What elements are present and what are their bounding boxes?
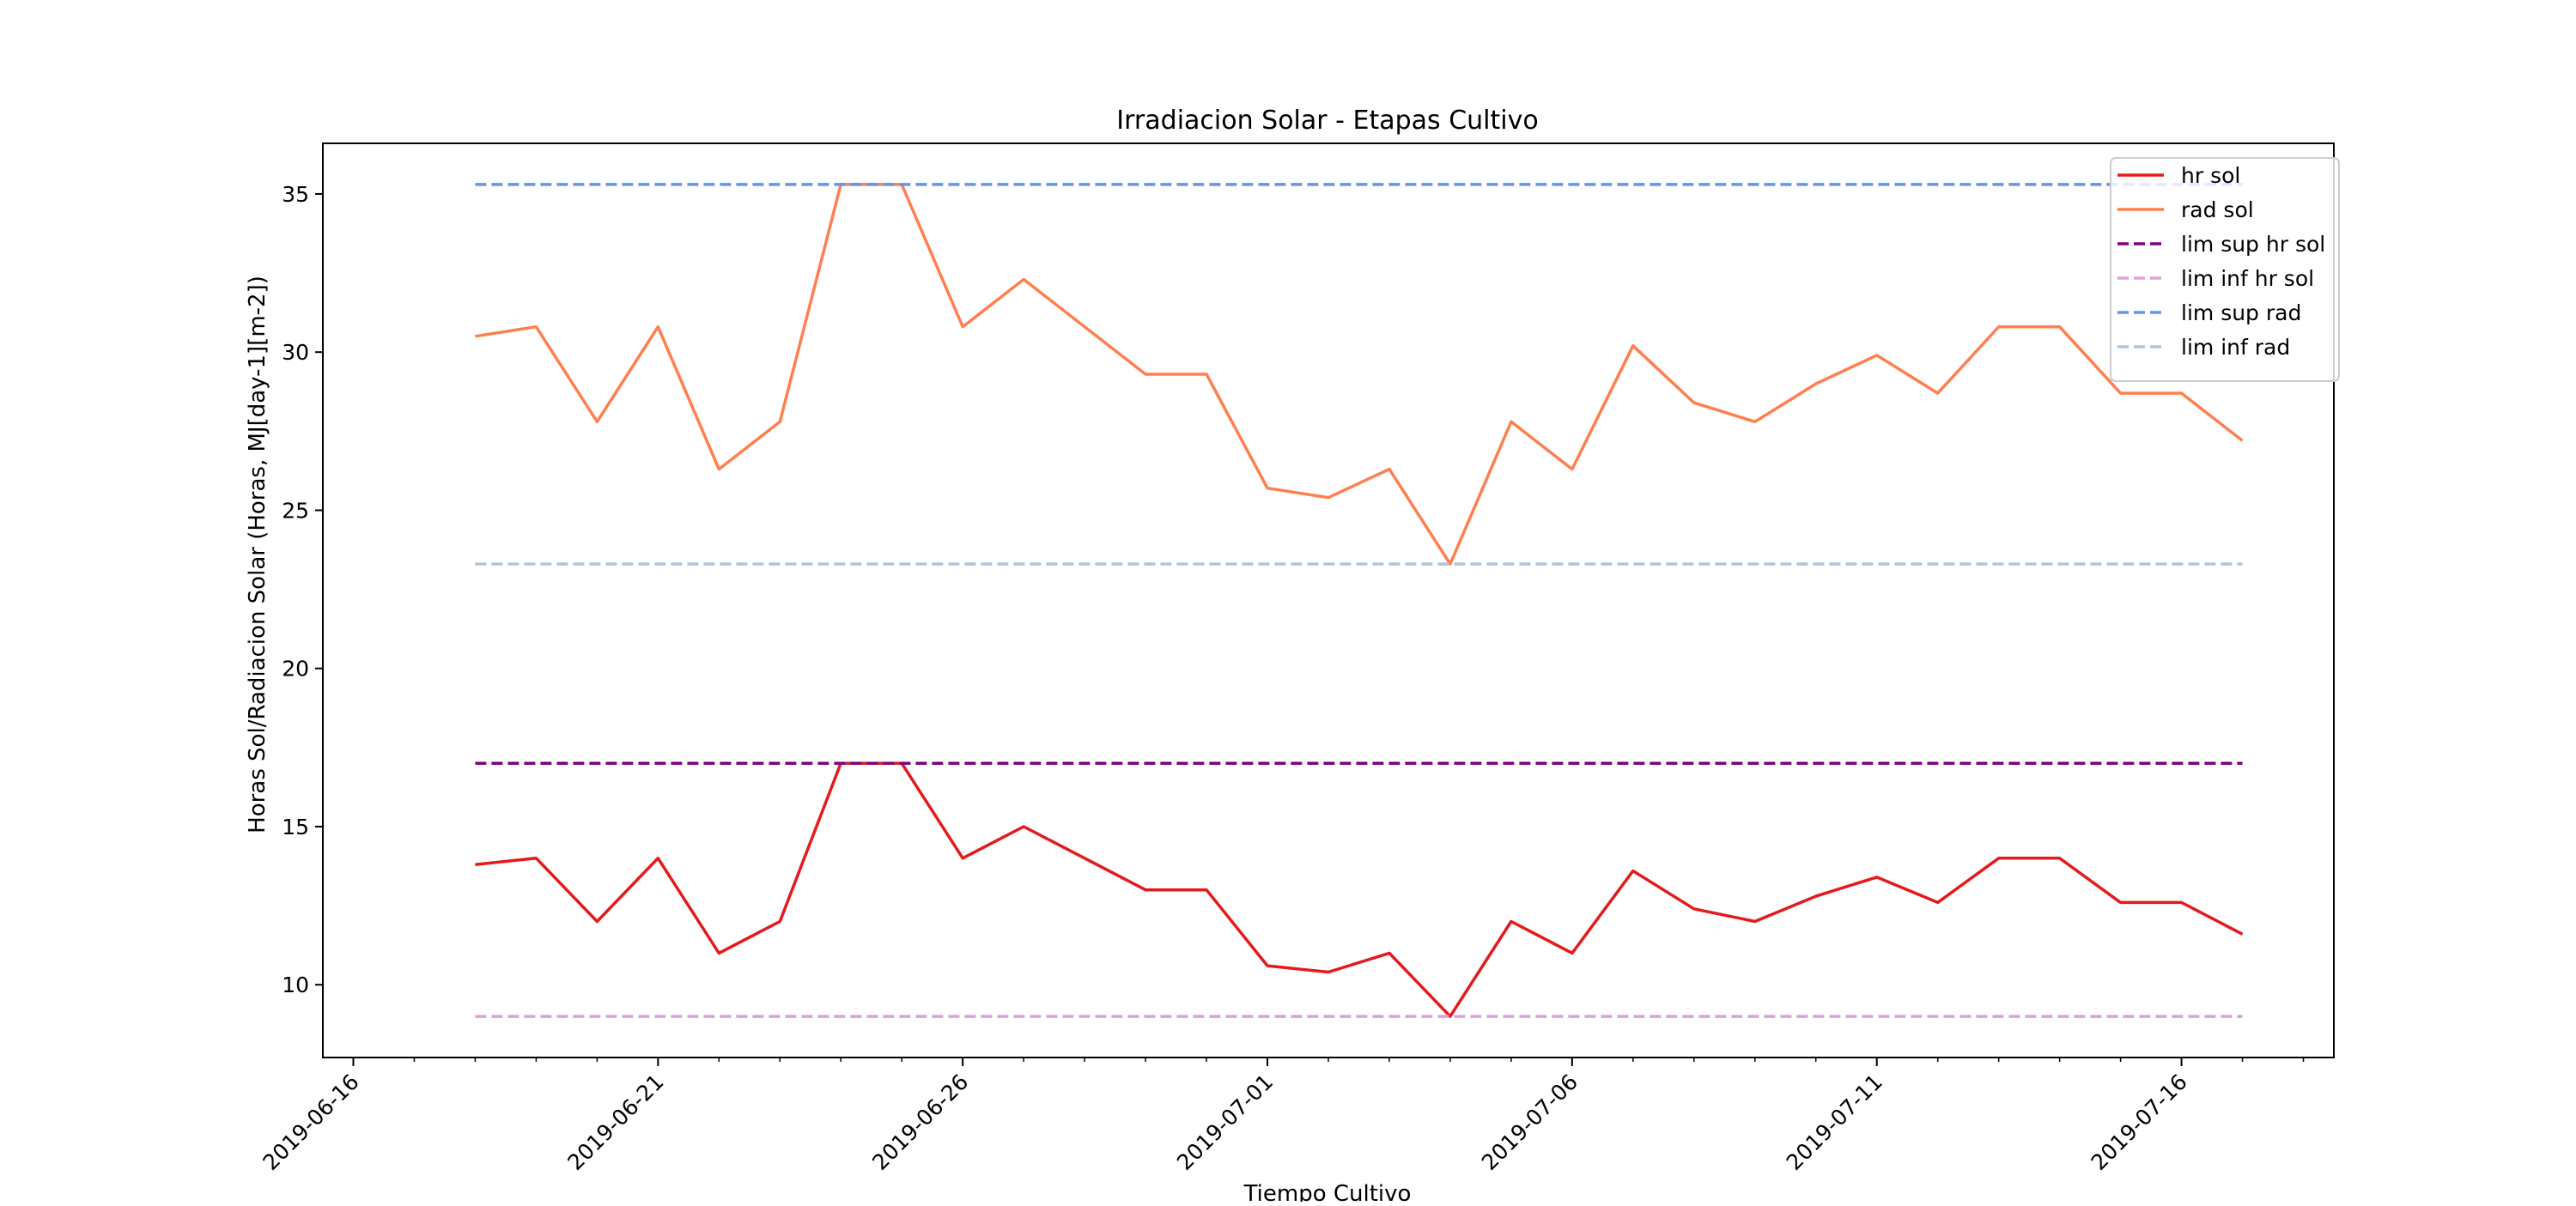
legend-label: lim sup rad bbox=[2181, 300, 2301, 325]
y-tick-label: 10 bbox=[282, 973, 309, 997]
y-tick-label: 25 bbox=[282, 498, 309, 523]
legend-box bbox=[2110, 157, 2340, 382]
legend-label: lim sup hr sol bbox=[2181, 232, 2325, 257]
y-axis-title: Horas Sol/Radiacion Solar (Horas, MJ[day… bbox=[245, 276, 270, 833]
legend: hr sol rad sol lim sup hr sol lim inf hr so… bbox=[2110, 157, 2340, 382]
y-tick-label: 20 bbox=[282, 657, 309, 682]
legend-label: hr sol bbox=[2181, 163, 2240, 188]
y-tick-label: 15 bbox=[282, 815, 309, 839]
series-line-rad-sol bbox=[475, 183, 2244, 566]
y-tick-label: 30 bbox=[282, 340, 309, 365]
y-tick-label: 35 bbox=[282, 182, 309, 207]
legend-label: lim inf rad bbox=[2181, 335, 2290, 360]
legend-label: lim inf hr sol bbox=[2181, 266, 2314, 291]
legend-label: rad sol bbox=[2181, 197, 2254, 222]
chart-title: Irradiacion Solar - Etapas Cultivo bbox=[1116, 106, 1538, 136]
x-axis-title: Tiempo Cultivo bbox=[1243, 1181, 1412, 1202]
series-line-hr-sol bbox=[475, 761, 2244, 1018]
